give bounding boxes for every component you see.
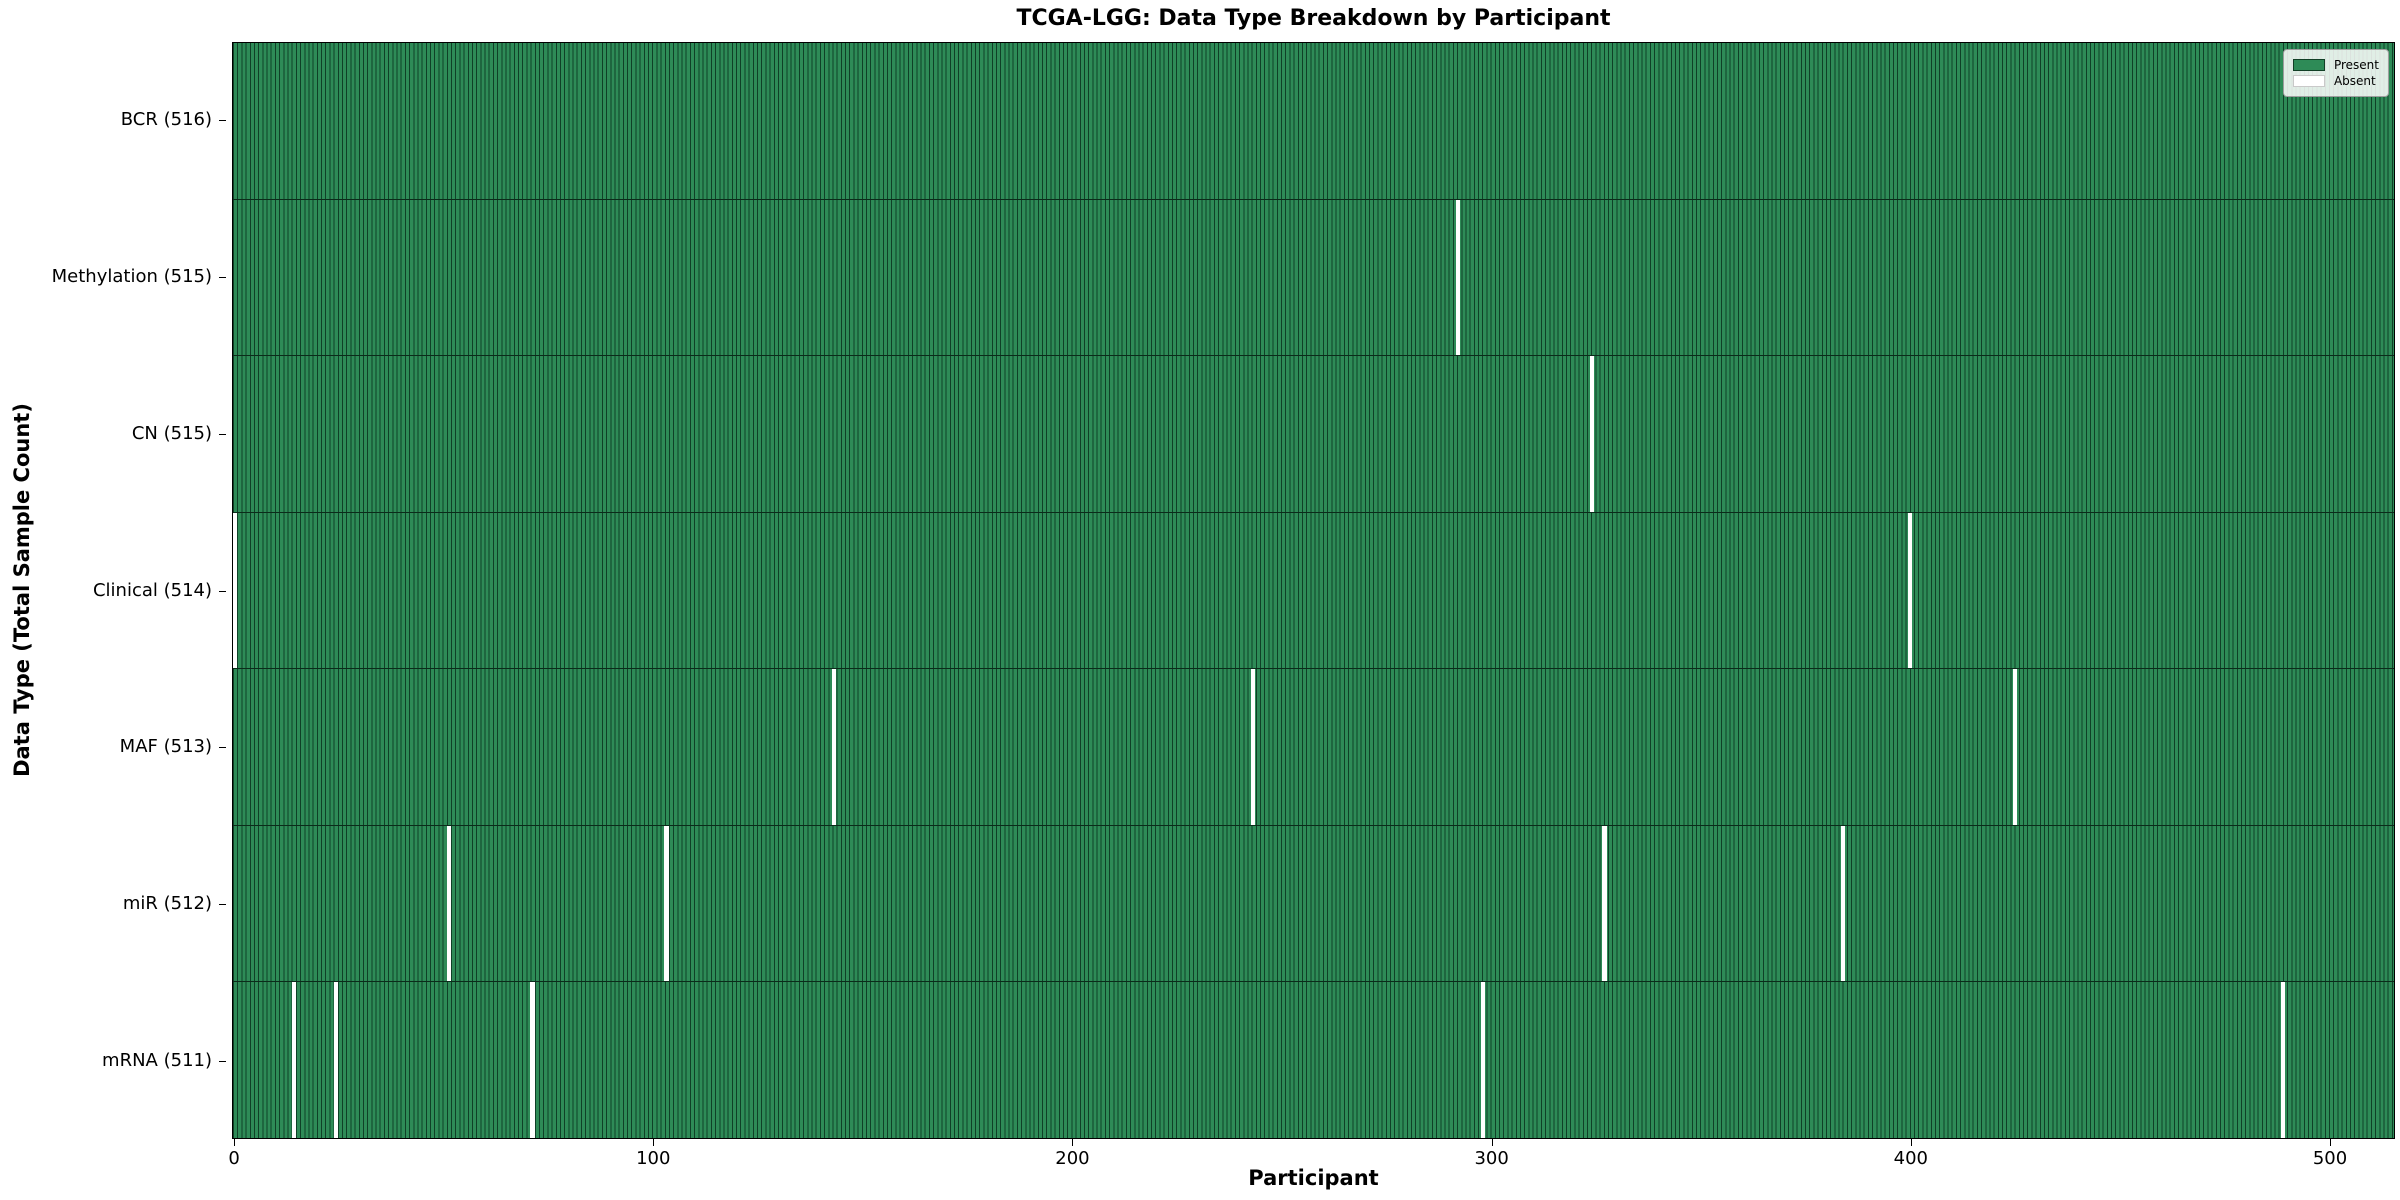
heatmap-row-cn [233, 356, 2394, 513]
absent-gap [2012, 669, 2018, 825]
absent-gap [530, 982, 535, 1139]
y-tick-label: MAF (513) [119, 736, 212, 758]
y-tick-label: mRNA (511) [102, 1049, 212, 1071]
heatmap-row-clinical [233, 512, 2394, 670]
x-tick-mark [1491, 1139, 1493, 1146]
y-tick-mark [219, 903, 226, 905]
x-tick-mark [1072, 1139, 1074, 1146]
absent-gap [446, 825, 451, 982]
heatmap-row-maf [233, 669, 2394, 826]
present-swatch-icon [2292, 59, 2325, 71]
legend-entry-present: Present [2292, 58, 2379, 72]
y-tick-label: miR (512) [122, 892, 212, 914]
y-tick-label: BCR (516) [120, 109, 212, 131]
y-tick-mark [219, 277, 226, 279]
absent-gap [233, 512, 238, 669]
chart-title: TCGA-LGG: Data Type Breakdown by Partici… [1016, 6, 1611, 31]
y-tick-mark [219, 433, 226, 435]
y-tick-mark [219, 1060, 226, 1062]
absent-gap [831, 669, 837, 825]
heatmap-row-mrna [233, 982, 2394, 1139]
absent-gap [1455, 199, 1461, 356]
absent-gap [1908, 512, 1913, 669]
x-tick-label: 100 [636, 1148, 671, 1169]
heatmap-row-mir [233, 825, 2394, 983]
absent-swatch-icon [2292, 75, 2325, 87]
absent-gap [291, 982, 296, 1139]
y-tick-mark [219, 120, 226, 122]
legend: Present Absent [2282, 49, 2389, 97]
absent-gap [2280, 982, 2286, 1139]
x-tick-label: 400 [1893, 1148, 1928, 1169]
y-tick-mark [219, 590, 226, 592]
x-tick-mark [234, 1139, 236, 1146]
legend-entry-absent: Absent [2292, 74, 2379, 88]
absent-gap [1481, 982, 1486, 1139]
x-tick-label: 300 [1474, 1148, 1509, 1169]
absent-gap [1841, 825, 1846, 982]
x-tick-mark [1910, 1139, 1912, 1146]
y-axis: BCR (516) Methylation (515) CN (515) Clinic… [0, 42, 226, 1139]
heatmap-row-methylation [233, 199, 2394, 357]
heatmap-row-bcr [233, 43, 2394, 200]
legend-label-absent: Absent [2333, 74, 2376, 88]
legend-label-present: Present [2333, 58, 2379, 72]
absent-gap [1589, 356, 1595, 512]
x-tick-label: 500 [2312, 1148, 2348, 1169]
x-tick-mark [2330, 1139, 2332, 1146]
absent-gap [1602, 825, 1607, 982]
absent-gap [333, 982, 338, 1139]
x-tick-label: 0 [228, 1148, 240, 1169]
y-tick-label: Clinical (514) [92, 579, 212, 601]
y-tick-label: CN (515) [131, 422, 212, 444]
absent-gap [1250, 669, 1255, 825]
x-tick-mark [653, 1139, 655, 1146]
y-tick-label: Methylation (515) [51, 266, 212, 288]
x-tick-label: 200 [1055, 1148, 1090, 1169]
x-axis-label: Participant [1248, 1166, 1379, 1190]
plot-area: Present Absent [232, 42, 2395, 1139]
absent-gap [664, 825, 669, 982]
x-axis: 0 100 200 300 400 500 [228, 1139, 2395, 1183]
y-tick-mark [219, 747, 226, 749]
